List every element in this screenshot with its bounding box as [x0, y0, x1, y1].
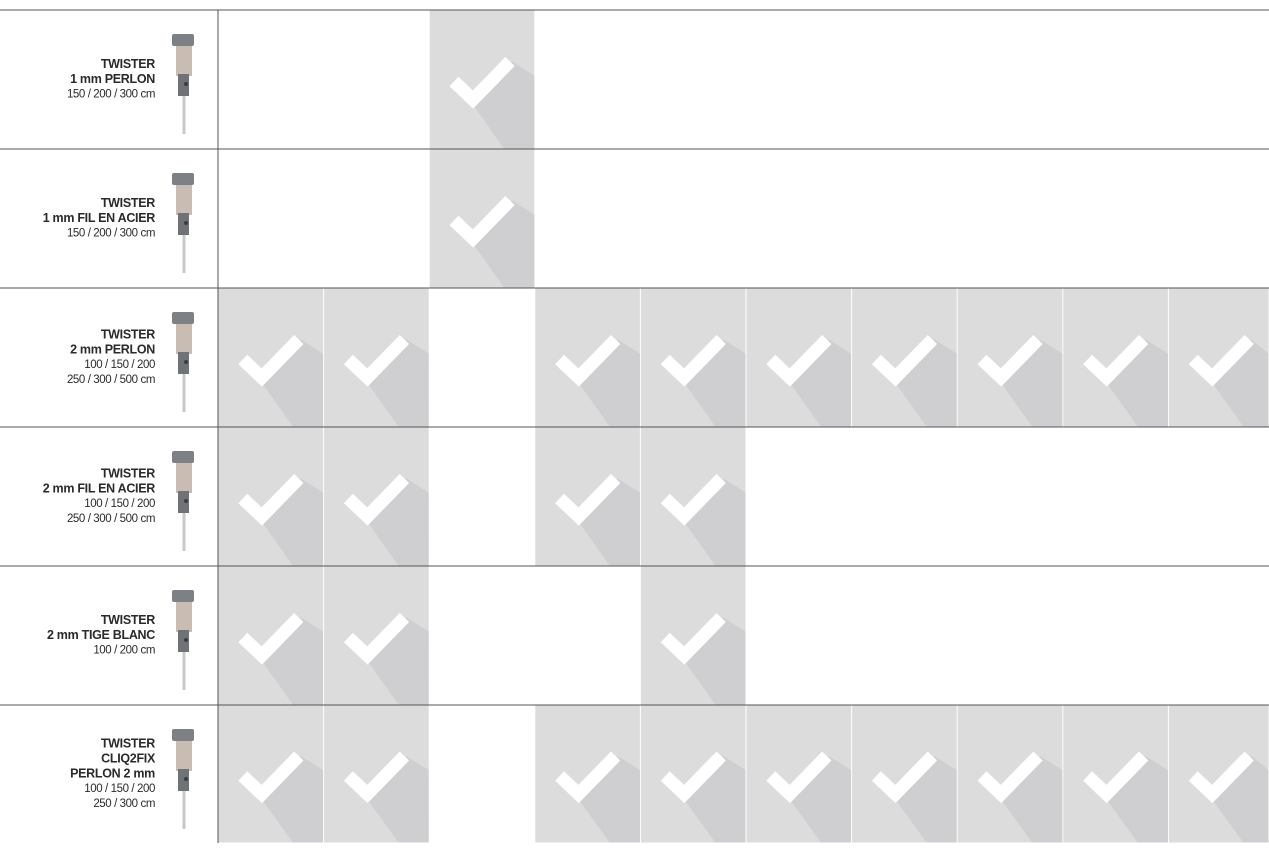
product-sizes: 100 / 150 / 200: [84, 498, 155, 510]
icon-screw: [184, 221, 188, 225]
icon-body: [176, 459, 192, 493]
icon-head: [172, 312, 194, 324]
check-cell: [958, 706, 1063, 843]
check-cell: [747, 706, 852, 843]
icon-screw: [184, 777, 188, 781]
product-icon: [172, 729, 194, 829]
icon-body: [176, 598, 192, 632]
icon-screw: [184, 82, 188, 86]
icon-screw: [184, 638, 188, 642]
icon-body: [176, 320, 192, 354]
icon-body: [176, 181, 192, 215]
product-title: TWISTER: [101, 57, 155, 71]
product-sizes: 100 / 150 / 200: [84, 783, 155, 795]
check-cell: [219, 567, 324, 705]
product-icon: [172, 590, 194, 690]
product-title: 2 mm TIGE BLANC: [47, 628, 155, 642]
product-title: 1 mm PERLON: [70, 72, 155, 86]
product-title: TWISTER: [101, 196, 155, 210]
product-sizes: 150 / 200 / 300 cm: [67, 89, 155, 101]
icon-head: [172, 34, 194, 46]
icon-body: [176, 42, 192, 76]
check-cell: [535, 428, 640, 566]
check-cell: [641, 428, 746, 566]
product-title: CLIQ2FIX: [101, 751, 156, 765]
product-icon: [172, 312, 194, 412]
product-title: 2 mm PERLON: [70, 342, 155, 356]
icon-head: [172, 173, 194, 185]
check-cell: [641, 567, 746, 705]
check-cell: [535, 289, 640, 427]
icon-head: [172, 729, 194, 741]
check-cell: [324, 428, 429, 566]
product-sizes: 100 / 150 / 200: [84, 359, 155, 371]
page: TWISTER1 mm PERLON150 / 200 / 300 cmTWIS…: [0, 0, 1269, 843]
product-sizes: 100 / 200 cm: [93, 645, 155, 657]
product-sizes: 150 / 200 / 300 cm: [67, 228, 155, 240]
product-sizes: 250 / 300 / 500 cm: [67, 513, 155, 525]
check-cell: [1063, 706, 1168, 843]
check-cell: [641, 706, 746, 843]
check-cell: [1063, 289, 1168, 427]
product-title: 1 mm FIL EN ACIER: [43, 211, 156, 225]
check-cell: [324, 706, 429, 843]
icon-screw: [184, 360, 188, 364]
check-cell: [535, 706, 640, 843]
icon-screw: [184, 499, 188, 503]
icon-head: [172, 590, 194, 602]
check-cell: [1169, 289, 1269, 427]
product-title: 2 mm FIL EN ACIER: [43, 481, 156, 495]
check-cell: [1169, 706, 1269, 843]
check-cell: [219, 428, 324, 566]
check-cell: [219, 706, 324, 843]
check-cell: [324, 289, 429, 427]
check-cell: [747, 289, 852, 427]
check-cell: [641, 289, 746, 427]
product-title: TWISTER: [101, 466, 155, 480]
icon-body: [176, 737, 192, 771]
product-icon: [172, 173, 194, 273]
product-title: TWISTER: [101, 613, 155, 627]
check-cell: [430, 11, 535, 149]
check-cell: [430, 150, 535, 288]
product-title: PERLON 2 mm: [70, 766, 155, 780]
product-sizes: 250 / 300 / 500 cm: [67, 374, 155, 386]
check-cell: [219, 289, 324, 427]
product-title: TWISTER: [101, 736, 155, 750]
product-icon: [172, 451, 194, 551]
check-cell: [852, 289, 957, 427]
check-cell: [852, 706, 957, 843]
compatibility-table: TWISTER1 mm PERLON150 / 200 / 300 cmTWIS…: [0, 0, 1269, 843]
check-cell: [958, 289, 1063, 427]
check-cell: [324, 567, 429, 705]
product-title: TWISTER: [101, 327, 155, 341]
icon-head: [172, 451, 194, 463]
product-sizes: 250 / 300 cm: [93, 798, 155, 810]
product-icon: [172, 34, 194, 134]
